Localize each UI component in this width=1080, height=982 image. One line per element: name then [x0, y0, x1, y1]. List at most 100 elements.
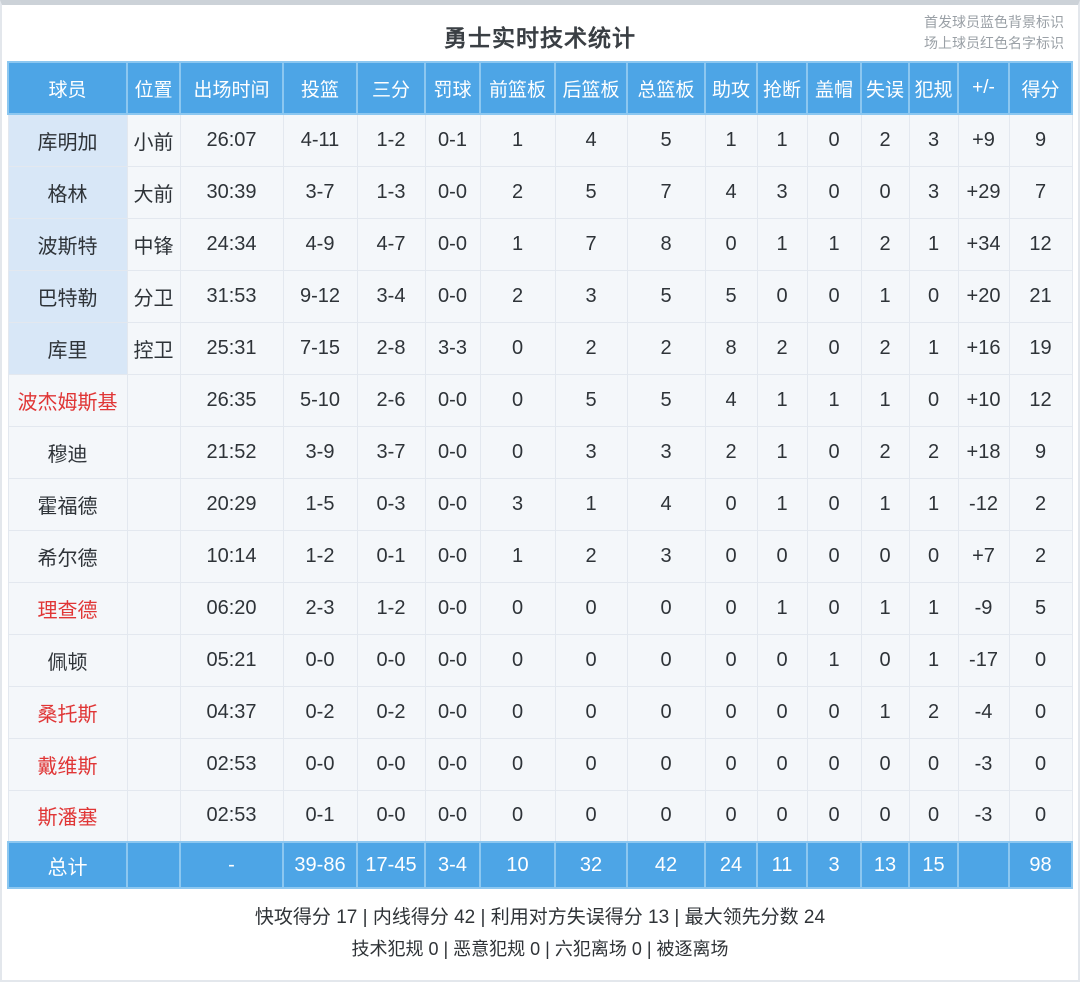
stat-cell: 大前	[126, 165, 181, 219]
stat-cell: 3	[908, 165, 959, 219]
table-row: 桑托斯 04:37 0-2 0-2 0-0 0 0 0 0 0 0 1 2 -4 0	[7, 685, 1073, 739]
stat-cell: 98	[1008, 841, 1073, 889]
column-header-9: 助攻	[704, 61, 758, 115]
stat-cell: 0-0	[424, 217, 481, 271]
stat-cell: 0	[860, 789, 910, 843]
stat-cell: 2	[626, 321, 706, 375]
stat-cell: 1	[908, 321, 959, 375]
stat-cell	[126, 373, 181, 427]
stat-cell: 4-7	[356, 217, 426, 271]
stat-cell: 0	[806, 113, 862, 167]
stat-cell: 17-45	[356, 841, 426, 889]
stat-cell: 1	[860, 373, 910, 427]
stat-cell: 1-5	[282, 477, 358, 531]
stat-cell: 0	[756, 269, 808, 323]
stat-cell: 2	[1008, 477, 1073, 531]
stat-cell: 1	[908, 217, 959, 271]
stat-cell: 0-1	[282, 789, 358, 843]
stat-cell: 2	[1008, 529, 1073, 583]
stat-cell: 4-9	[282, 217, 358, 271]
stat-cell: 9-12	[282, 269, 358, 323]
stat-cell: 0	[479, 425, 556, 479]
stat-cell: 7	[626, 165, 706, 219]
header-row: 球员 位置 出场时间 投篮 三分 罚球 前篮板 后篮板 总篮板 助攻 抢断 盖帽 失误 犯规 +/- 得分	[7, 61, 1073, 115]
stat-cell: 1	[756, 217, 808, 271]
stat-cell: 11	[756, 841, 808, 889]
stat-cell: 1-2	[356, 113, 426, 167]
stat-cell	[126, 425, 181, 479]
stat-cell: 0-0	[424, 581, 481, 635]
player-name-cell: 穆迪	[7, 425, 128, 479]
stat-cell: 10:14	[179, 529, 284, 583]
stat-cell: 1	[756, 477, 808, 531]
stat-cell: 0	[908, 529, 959, 583]
stat-cell: 10	[479, 841, 556, 889]
stat-cell: 13	[860, 841, 910, 889]
stat-cell: 5-10	[282, 373, 358, 427]
stat-cell: -4	[957, 685, 1010, 739]
stat-cell: 3-7	[356, 425, 426, 479]
stat-cell: 0-0	[424, 789, 481, 843]
stat-cell: 0	[806, 789, 862, 843]
stat-cell	[126, 581, 181, 635]
stat-cell: 0	[554, 685, 628, 739]
stat-cell: 1	[479, 217, 556, 271]
stat-cell: 0	[626, 789, 706, 843]
stat-cell: 0	[756, 789, 808, 843]
stat-cell: 5	[704, 269, 758, 323]
legend-oncourt-note: 场上球员红色名字标识	[924, 35, 1064, 51]
stat-cell: 1	[806, 633, 862, 687]
stat-cell: 0-0	[424, 685, 481, 739]
stat-cell: 5	[626, 373, 706, 427]
stat-cell: 4	[554, 113, 628, 167]
stat-cell: 20:29	[179, 477, 284, 531]
stat-cell: 0	[806, 581, 862, 635]
column-header-1: 位置	[126, 61, 181, 115]
stat-cell: 2	[756, 321, 808, 375]
player-name-cell: 希尔德	[7, 529, 128, 583]
table-row: 戴维斯 02:53 0-0 0-0 0-0 0 0 0 0 0 0 0 0 -3 0	[7, 737, 1073, 791]
stat-cell: +10	[957, 373, 1010, 427]
stat-cell: 小前	[126, 113, 181, 167]
stat-cell: 2	[860, 217, 910, 271]
stat-cell: 3-7	[282, 165, 358, 219]
column-header-15: 得分	[1008, 61, 1073, 115]
stat-cell: 3	[554, 425, 628, 479]
column-header-14: +/-	[957, 61, 1010, 115]
stat-cell: 0	[908, 737, 959, 791]
stat-cell: 21	[1008, 269, 1073, 323]
stat-cell: 0	[479, 685, 556, 739]
stat-cell: -	[179, 841, 284, 889]
stat-cell: 5	[554, 373, 628, 427]
table-row: 库明加 小前 26:07 4-11 1-2 0-1 1 4 5 1 1 0 2 3 +9 9	[7, 113, 1073, 167]
stat-cell: 0	[1008, 633, 1073, 687]
player-name-cell: 戴维斯	[7, 737, 128, 791]
footer-line-fouls: 技术犯规 0 | 恶意犯规 0 | 六犯离场 0 | 被逐离场	[351, 939, 729, 959]
stat-cell: 0-0	[424, 477, 481, 531]
stat-cell: -3	[957, 737, 1010, 791]
stat-cell	[126, 737, 181, 791]
stat-cell: 0	[554, 789, 628, 843]
stat-cell	[126, 685, 181, 739]
table-row: 波杰姆斯基 26:35 5-10 2-6 0-0 0 5 5 4 1 1 1 0 +10 12	[7, 373, 1073, 427]
column-header-5: 罚球	[424, 61, 481, 115]
stat-cell: 7	[1008, 165, 1073, 219]
stat-cell: 1	[806, 217, 862, 271]
stat-cell: 7-15	[282, 321, 358, 375]
stat-cell: 0	[908, 373, 959, 427]
stat-cell: 02:53	[179, 789, 284, 843]
stat-cell: 1	[908, 633, 959, 687]
stat-cell: 2	[479, 269, 556, 323]
stat-cell: 1	[756, 373, 808, 427]
stat-cell: +20	[957, 269, 1010, 323]
column-header-3: 投篮	[282, 61, 358, 115]
stat-cell: +16	[957, 321, 1010, 375]
stat-cell: 0	[479, 321, 556, 375]
stat-cell: 0	[908, 789, 959, 843]
stat-cell	[957, 841, 1010, 889]
column-header-7: 后篮板	[554, 61, 628, 115]
table-row: 希尔德 10:14 1-2 0-1 0-0 1 2 3 0 0 0 0 0 +7 2	[7, 529, 1073, 583]
stat-cell: +34	[957, 217, 1010, 271]
column-header-11: 盖帽	[806, 61, 862, 115]
